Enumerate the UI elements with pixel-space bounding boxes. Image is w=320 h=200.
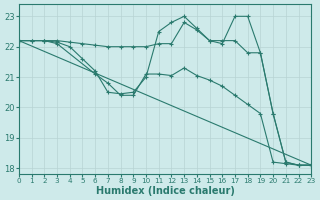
X-axis label: Humidex (Indice chaleur): Humidex (Indice chaleur) xyxy=(96,186,235,196)
